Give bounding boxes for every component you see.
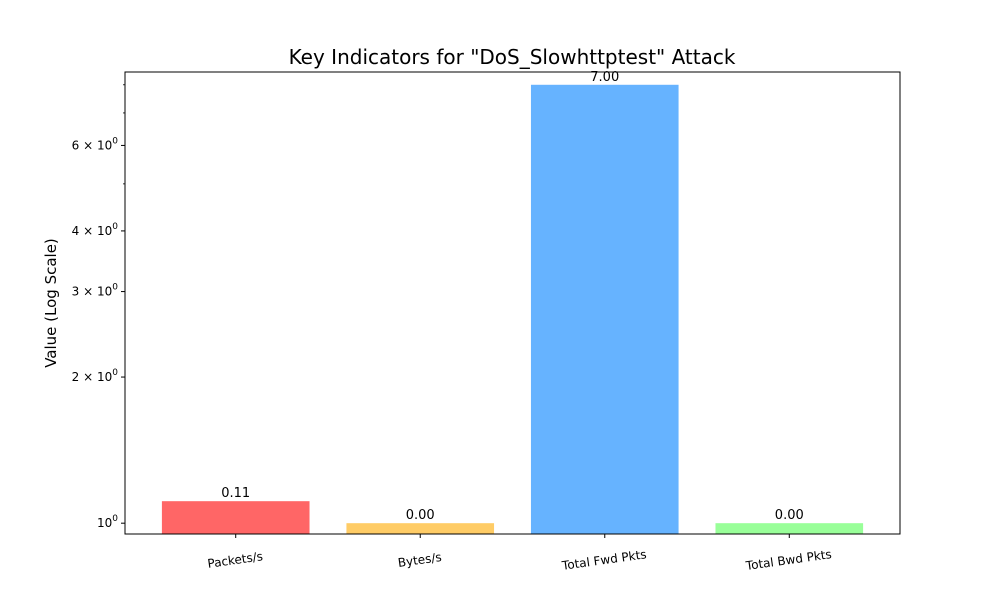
bar-3 bbox=[715, 523, 864, 534]
y-tick-label-1: 2 × 100 bbox=[72, 368, 119, 384]
bar-value-label-2: 7.00 bbox=[590, 70, 619, 85]
chart-title: Key Indicators for "DoS_Slowhttptest" At… bbox=[289, 45, 736, 69]
y-axis-label: Value (Log Scale) bbox=[42, 238, 60, 368]
bar-1 bbox=[346, 523, 495, 534]
bar-2 bbox=[530, 84, 679, 534]
bar-value-label-3: 0.00 bbox=[775, 508, 804, 523]
y-tick-label-3: 4 × 100 bbox=[72, 222, 119, 238]
x-tick-label-0: Packets/s bbox=[207, 549, 264, 571]
plot-frame bbox=[124, 71, 901, 535]
y-tick-label-4: 6 × 100 bbox=[72, 136, 119, 152]
bar-value-label-0: 0.11 bbox=[221, 486, 250, 501]
bar-labels-group: 0.11 0.00 7.00 0.00 bbox=[221, 70, 804, 523]
bar-0 bbox=[161, 501, 310, 534]
y-tick-label-0: 100 bbox=[97, 514, 118, 530]
bars-group bbox=[161, 84, 864, 534]
x-tick-label-3: Total Bwd Pkts bbox=[744, 547, 833, 573]
x-tick-label-2: Total Fwd Pkts bbox=[560, 547, 647, 573]
y-tick-label-2: 3 × 100 bbox=[72, 283, 119, 299]
y-axis: 100 2 × 100 3 × 100 4 × 100 6 × 100 bbox=[72, 84, 125, 530]
bar-value-label-1: 0.00 bbox=[406, 508, 435, 523]
x-tick-label-1: Bytes/s bbox=[397, 550, 442, 570]
x-axis: Packets/s Bytes/s Total Fwd Pkts Total Bwd … bbox=[207, 534, 833, 573]
